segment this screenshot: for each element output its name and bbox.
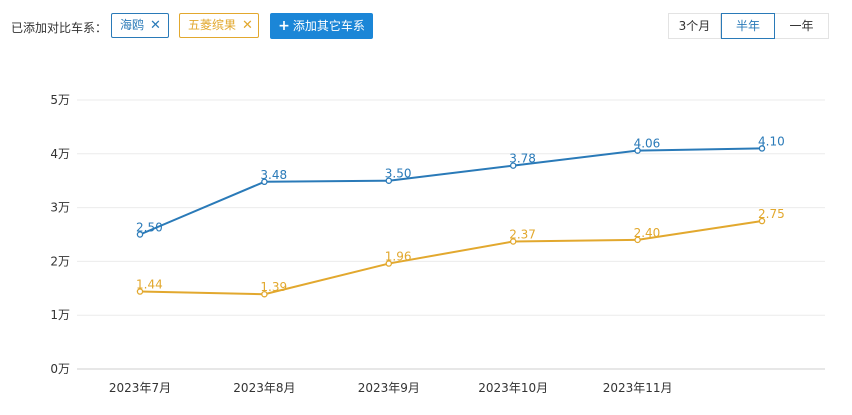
range-3-months-button[interactable]: 3个月: [668, 13, 721, 39]
data-point: [509, 238, 517, 245]
y-tick-label: 3万: [50, 201, 70, 215]
data-point: [509, 162, 517, 169]
add-series-label: 添加其它车系: [292, 19, 365, 33]
data-point: [261, 290, 268, 298]
plus-icon: +: [278, 18, 290, 34]
data-point: [385, 177, 393, 184]
compare-label: 已添加对比车系：: [11, 21, 108, 35]
close-icon[interactable]: ✕: [242, 18, 253, 33]
range-half-year-button[interactable]: 半年: [721, 13, 775, 39]
x-tick-label: 2023年8月: [233, 381, 295, 395]
add-series-button[interactable]: + 添加其它车系: [270, 13, 373, 39]
series-tag-binguo: 五菱缤果 ✕: [179, 13, 259, 38]
data-label: 2.75: [758, 207, 785, 221]
series-tag-label: 五菱缤果: [188, 18, 237, 32]
data-point: [261, 178, 268, 186]
data-label: 4.10: [758, 134, 785, 148]
data-point: [758, 217, 766, 225]
series-line-1: [139, 220, 763, 296]
series-tag-label: 海鸥: [120, 18, 145, 32]
x-tick-label: 2023年10月: [478, 381, 548, 395]
data-label: 4.06: [634, 137, 661, 151]
x-tick-label: 2023年9月: [358, 381, 420, 395]
data-point: [136, 288, 144, 295]
x-tick-label: 2023年11月: [603, 381, 673, 395]
data-point: [758, 145, 766, 152]
data-point: [385, 260, 393, 267]
data-point: [634, 147, 641, 154]
y-tick-label: 2万: [50, 254, 70, 268]
data-label: 3.50: [385, 167, 412, 181]
data-label: 2.40: [634, 226, 661, 240]
y-tick-label: 0万: [50, 362, 70, 376]
y-tick-label: 5万: [50, 93, 70, 107]
y-tick-label: 4万: [50, 147, 70, 161]
data-label: 3.48: [260, 168, 287, 182]
close-icon[interactable]: ✕: [150, 18, 161, 33]
data-label: 3.78: [509, 152, 536, 166]
data-point: [634, 236, 641, 244]
series-tag-haiou: 海鸥 ✕: [111, 13, 169, 38]
data-label: 2.37: [509, 227, 536, 241]
x-tick-label: 2023年7月: [109, 381, 171, 395]
data-label: 1.96: [385, 250, 412, 264]
y-tick-label: 1万: [50, 308, 70, 322]
range-one-year-button[interactable]: 一年: [774, 13, 829, 39]
data-label: 1.44: [136, 278, 163, 292]
toolbar: 已添加对比车系： 海鸥 ✕ 五菱缤果 ✕ + 添加其它车系 3个月 半年 一年: [0, 0, 852, 52]
data-label: 1.39: [260, 280, 287, 294]
series-line-0: [139, 147, 763, 236]
data-label: 2.50: [136, 221, 163, 235]
data-point: [136, 231, 144, 238]
